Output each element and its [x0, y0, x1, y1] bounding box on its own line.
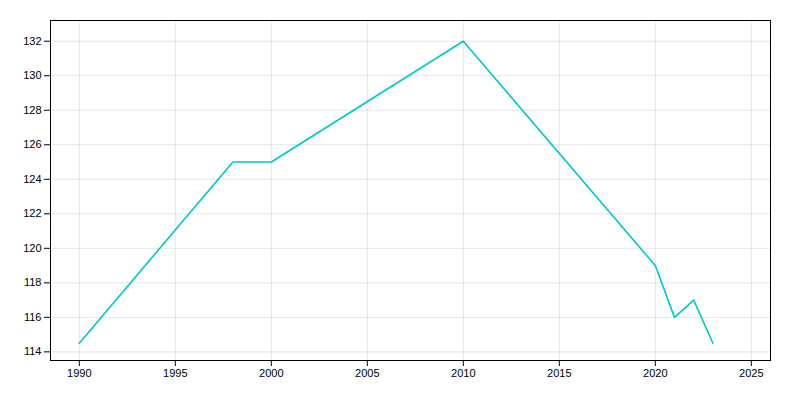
svg-text:2005: 2005: [355, 367, 379, 379]
svg-text:1995: 1995: [163, 367, 187, 379]
svg-text:2020: 2020: [643, 367, 667, 379]
svg-text:122: 122: [23, 207, 41, 219]
svg-text:2010: 2010: [451, 367, 475, 379]
svg-text:132: 132: [23, 35, 41, 47]
svg-text:2025: 2025: [739, 367, 763, 379]
svg-text:118: 118: [24, 276, 42, 288]
svg-text:124: 124: [23, 173, 41, 185]
svg-text:2015: 2015: [547, 367, 571, 379]
svg-text:2000: 2000: [259, 367, 283, 379]
svg-text:114: 114: [24, 345, 42, 357]
svg-text:116: 116: [24, 311, 42, 323]
svg-text:120: 120: [23, 242, 41, 254]
svg-text:130: 130: [23, 69, 41, 81]
svg-text:1990: 1990: [67, 367, 91, 379]
svg-text:128: 128: [23, 104, 41, 116]
svg-text:126: 126: [23, 138, 41, 150]
